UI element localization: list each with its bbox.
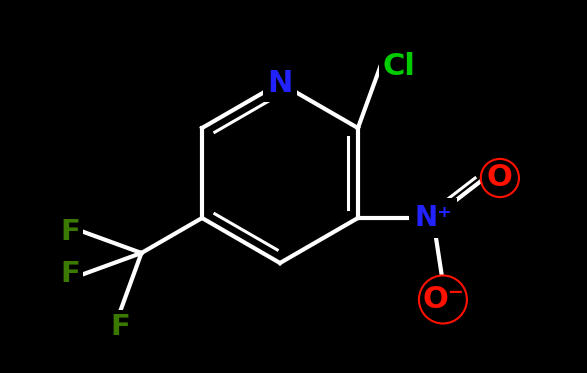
Text: F: F bbox=[60, 260, 80, 288]
Text: N⁺: N⁺ bbox=[414, 204, 452, 232]
Text: N: N bbox=[267, 69, 293, 97]
Text: F: F bbox=[110, 313, 130, 341]
Text: Cl: Cl bbox=[382, 53, 415, 81]
Text: O⁻: O⁻ bbox=[422, 285, 464, 314]
Text: F: F bbox=[60, 218, 80, 246]
Text: O: O bbox=[487, 163, 513, 192]
